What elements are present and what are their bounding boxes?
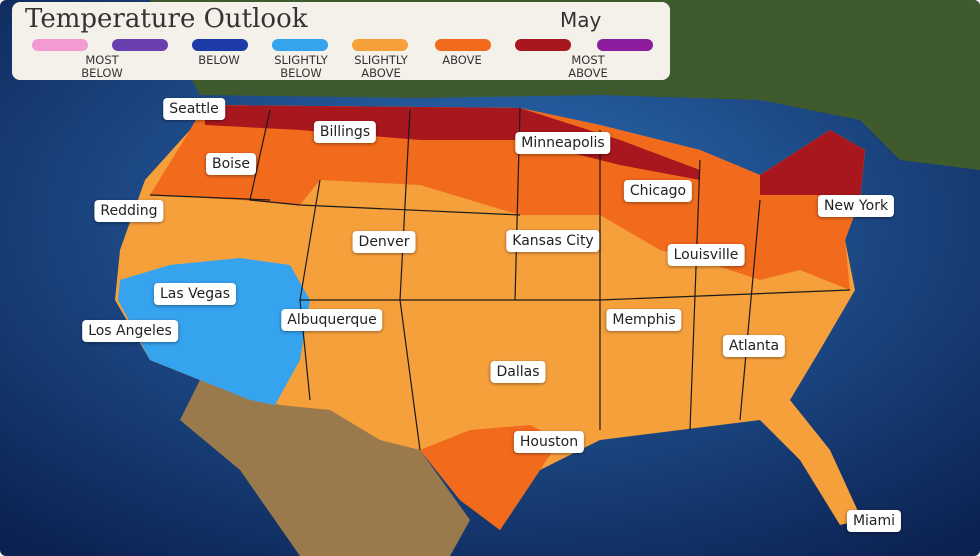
- city-label: Los Angeles: [82, 320, 178, 342]
- mexico: [180, 380, 470, 556]
- city-label: Atlanta: [722, 335, 786, 357]
- city-label: Miami: [846, 510, 902, 532]
- legend-swatch: [435, 39, 491, 51]
- state-lines: [149, 107, 851, 451]
- city-label: Las Vegas: [154, 283, 236, 305]
- legend-label: MOST ABOVE: [568, 53, 608, 80]
- legend-swatch: [515, 39, 571, 51]
- land-above: [150, 105, 865, 290]
- city-label: Boise: [206, 153, 256, 175]
- city-label: Kansas City: [506, 230, 600, 252]
- city-label: Memphis: [606, 309, 682, 331]
- city-label: Minneapolis: [515, 132, 611, 154]
- legend-swatch: [272, 39, 328, 51]
- city-label: Dallas: [490, 361, 546, 383]
- legend-swatch: [352, 39, 408, 51]
- city-label: Chicago: [623, 180, 693, 202]
- city-label: Seattle: [163, 98, 225, 120]
- title: Temperature Outlook: [25, 4, 308, 34]
- legend-swatch: [597, 39, 653, 51]
- legend-label: BELOW: [198, 53, 240, 67]
- month: May: [560, 8, 602, 32]
- legend-label: MOST BELOW: [81, 53, 123, 80]
- city-label: Denver: [352, 231, 416, 253]
- legend-label: ABOVE: [442, 53, 482, 67]
- legend-swatch: [112, 39, 168, 51]
- city-label: Albuquerque: [281, 309, 383, 331]
- legend: Temperature Outlook May MOST BELOW BELOW…: [12, 2, 670, 80]
- legend-label: SLIGHTLY BELOW: [274, 53, 328, 80]
- legend-swatch: [192, 39, 248, 51]
- city-label: Houston: [513, 431, 585, 453]
- legend-label: SLIGHTLY ABOVE: [354, 53, 408, 80]
- city-label: Louisville: [667, 244, 745, 266]
- city-label: Billings: [313, 121, 377, 143]
- city-label: Redding: [94, 200, 164, 222]
- legend-swatch: [32, 39, 88, 51]
- city-label: New York: [817, 195, 895, 217]
